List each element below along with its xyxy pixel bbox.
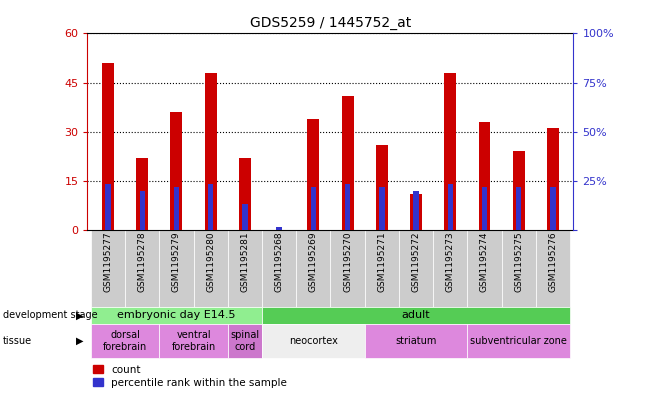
Bar: [341, 95, 354, 230]
Text: spinal
cord: spinal cord: [230, 330, 259, 352]
Bar: [170, 112, 183, 230]
Text: adult: adult: [402, 310, 430, 320]
Bar: [102, 63, 114, 230]
Text: ▶: ▶: [76, 336, 84, 346]
Bar: [445, 73, 456, 230]
Text: ▶: ▶: [76, 310, 84, 320]
Bar: [310, 187, 316, 230]
Bar: [379, 187, 384, 230]
Bar: [448, 184, 453, 230]
Bar: [516, 187, 522, 230]
Bar: [136, 158, 148, 230]
Bar: [174, 187, 179, 230]
Bar: [106, 184, 111, 230]
Bar: [550, 187, 555, 230]
Bar: [242, 204, 248, 230]
Text: dorsal
forebrain: dorsal forebrain: [103, 330, 147, 352]
Bar: [345, 184, 351, 230]
Bar: [208, 184, 213, 230]
Bar: [547, 129, 559, 230]
Bar: [410, 194, 422, 230]
Bar: [478, 122, 491, 230]
Bar: [413, 191, 419, 230]
Text: ventral
forebrain: ventral forebrain: [172, 330, 216, 352]
Bar: [307, 119, 319, 230]
Text: tissue: tissue: [3, 336, 32, 346]
Title: GDS5259 / 1445752_at: GDS5259 / 1445752_at: [250, 16, 411, 29]
Bar: [205, 73, 216, 230]
Bar: [376, 145, 388, 230]
Text: subventricular zone: subventricular zone: [470, 336, 567, 346]
Bar: [139, 191, 145, 230]
Bar: [277, 227, 282, 230]
Bar: [513, 151, 525, 230]
Bar: [482, 187, 487, 230]
Bar: [239, 158, 251, 230]
Text: neocortex: neocortex: [289, 336, 338, 346]
Legend: count, percentile rank within the sample: count, percentile rank within the sample: [93, 365, 287, 388]
Text: striatum: striatum: [395, 336, 437, 346]
Text: embryonic day E14.5: embryonic day E14.5: [117, 310, 236, 320]
Text: development stage: development stage: [3, 310, 98, 320]
